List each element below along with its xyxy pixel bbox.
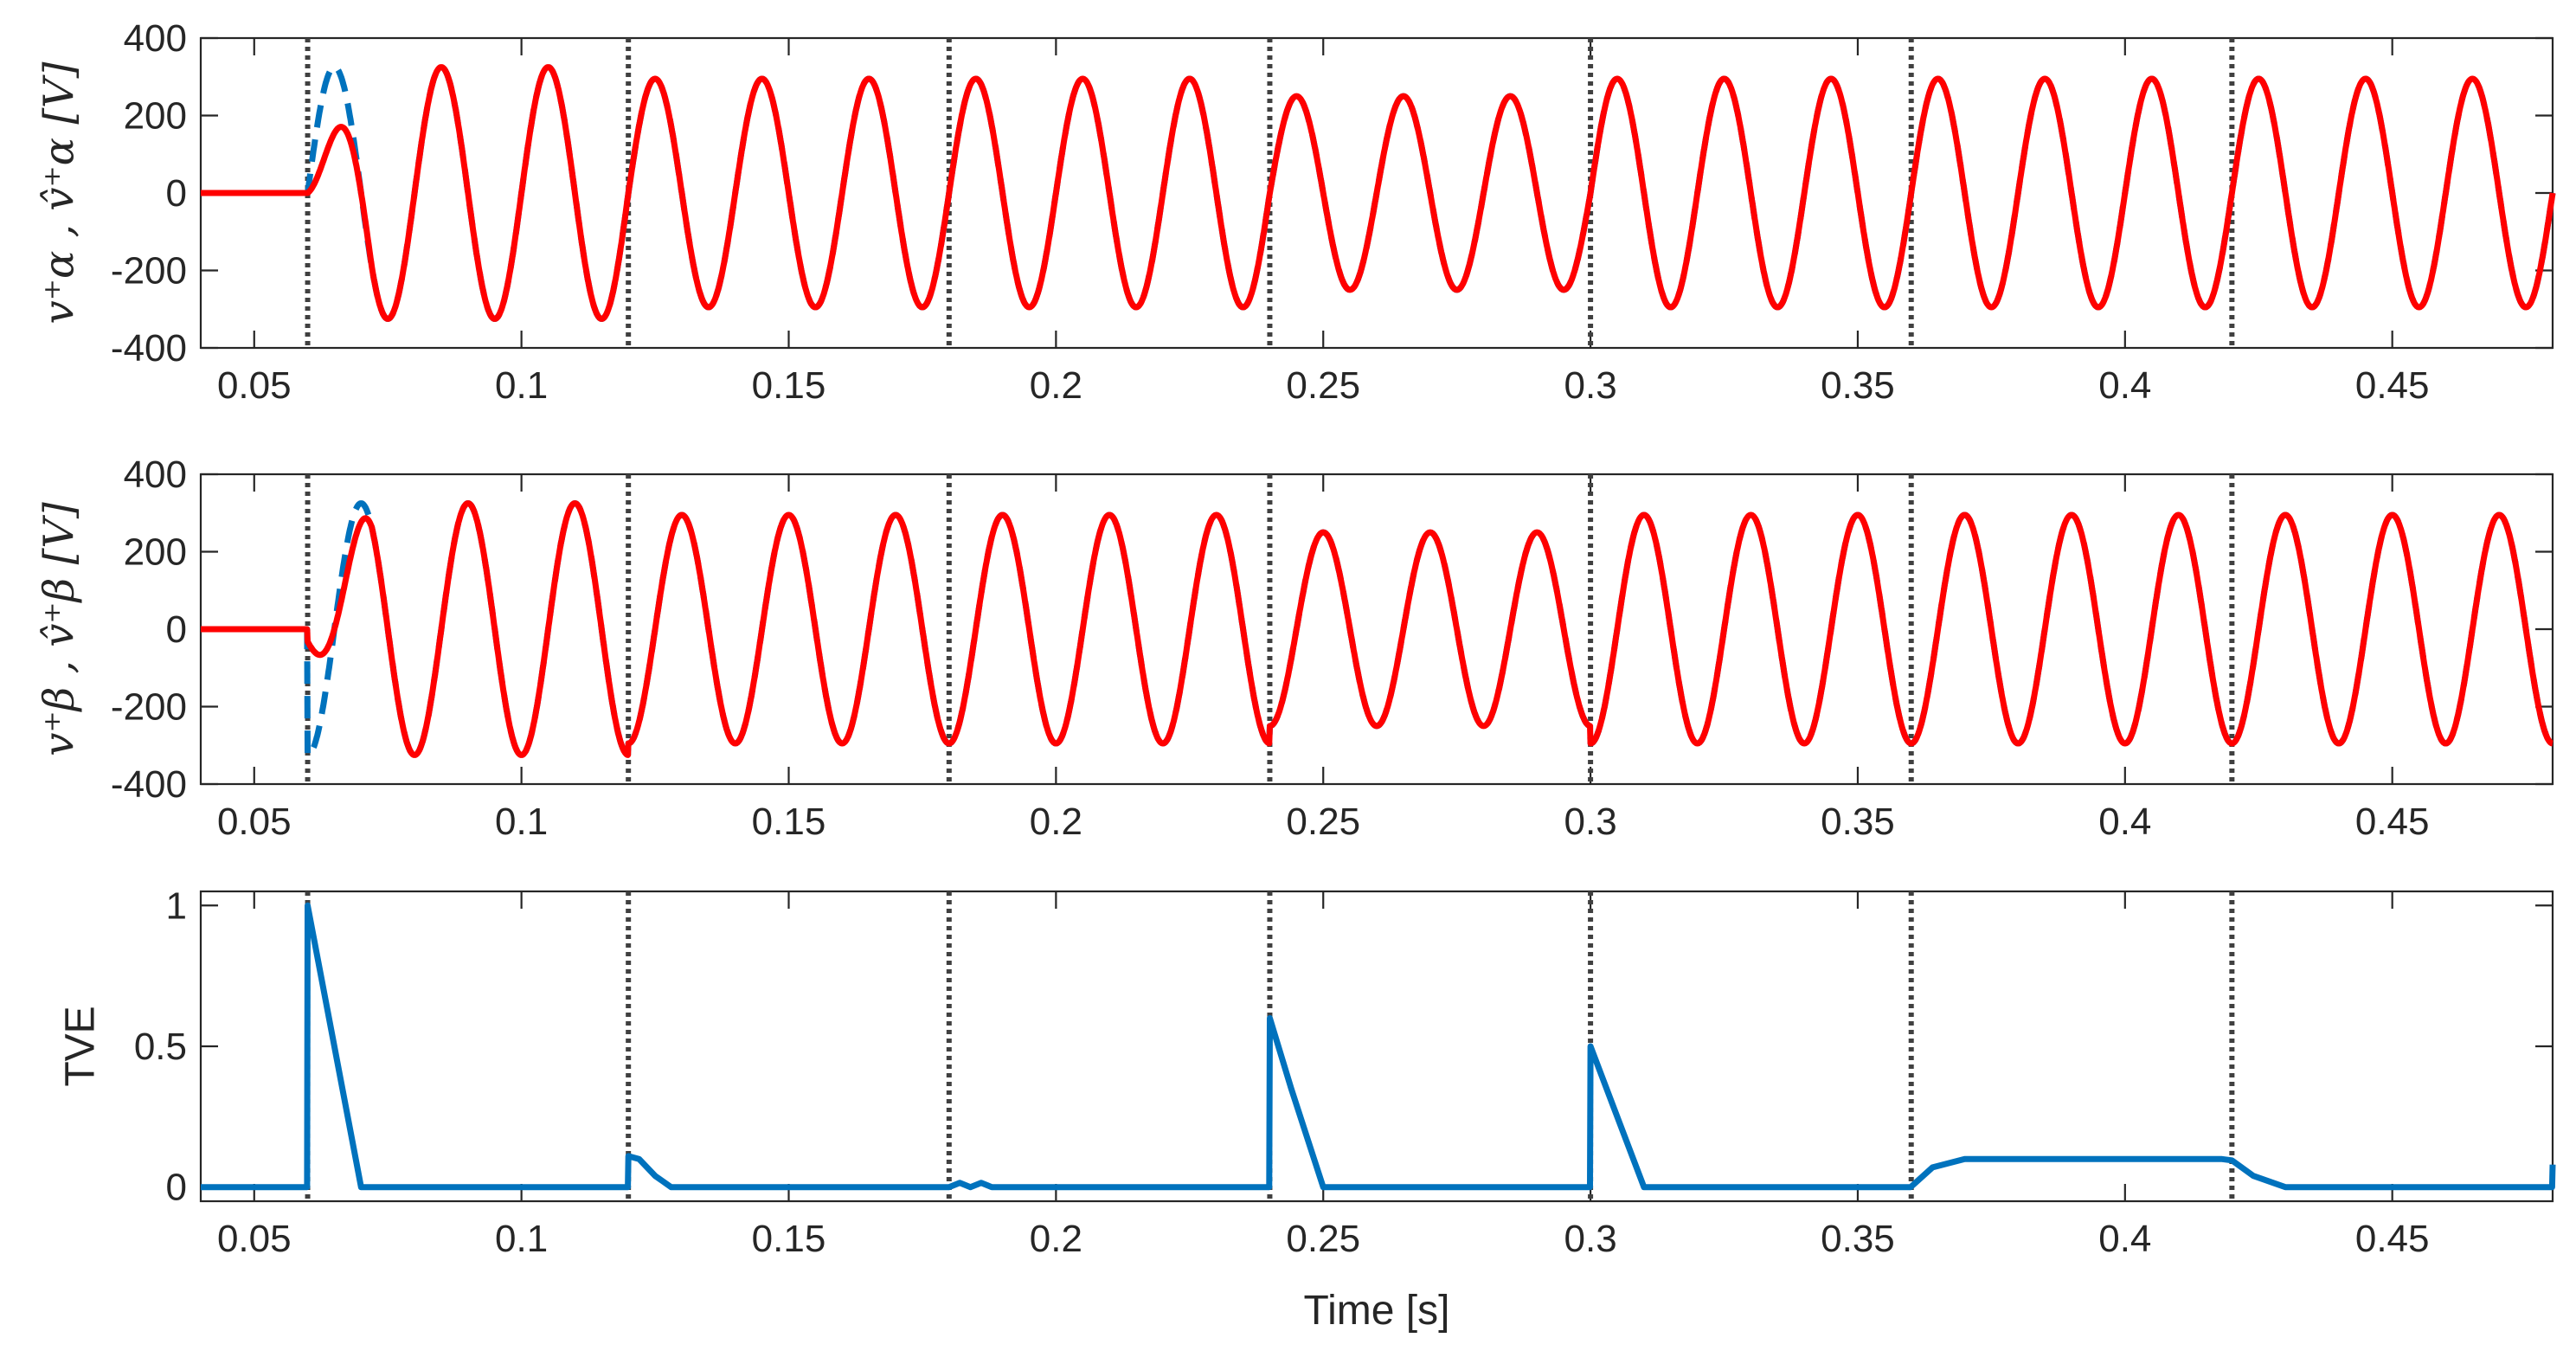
y-tick-label: -400 bbox=[111, 763, 187, 806]
x-tick-label: 0.15 bbox=[752, 801, 826, 843]
y-tick-label: -200 bbox=[111, 686, 187, 729]
estimated-series-line bbox=[201, 500, 2555, 758]
measured-series-line bbox=[201, 64, 2556, 322]
x-tick-label: 0.1 bbox=[495, 364, 548, 407]
x-tick-label: 0.3 bbox=[1564, 364, 1617, 407]
panel-beta: 0.05 0.1 0.15 0.2 0.25 0.3 0.35 0.4 0.45 400 200 0 -… bbox=[35, 453, 2555, 843]
panel-tve: 0.05 0.1 0.15 0.2 0.25 0.3 0.35 0.4 0.45 1 0.5 0 TV… bbox=[58, 884, 2556, 1260]
panel-alpha-series bbox=[201, 64, 2556, 322]
y-tick-label: 0 bbox=[166, 172, 187, 215]
x-tick-label: 0.1 bbox=[495, 1218, 548, 1260]
measured-series-line bbox=[201, 902, 2556, 1191]
x-tick-label: 0.3 bbox=[1564, 1218, 1617, 1260]
x-tick-label: 0.4 bbox=[2098, 364, 2151, 407]
y-tick-label: 400 bbox=[124, 453, 187, 496]
x-tick-label: 0.35 bbox=[1821, 364, 1895, 407]
x-tick-label: 0.2 bbox=[1030, 801, 1082, 843]
panel-tve-ylabel: TVE bbox=[58, 1006, 104, 1086]
y-tick-label: -200 bbox=[111, 250, 187, 293]
y-tick-label: 200 bbox=[124, 95, 187, 138]
y-tick-label: 400 bbox=[124, 17, 187, 60]
x-tick-label: 0.4 bbox=[2098, 801, 2151, 843]
x-tick-label: 0.15 bbox=[752, 364, 826, 407]
panel-tve-frame bbox=[199, 890, 2554, 1203]
y-tick-label: -400 bbox=[111, 327, 187, 370]
x-tick-label: 0.3 bbox=[1564, 801, 1617, 843]
x-tick-label: 0.45 bbox=[2355, 801, 2430, 843]
y-tick-label: 1 bbox=[166, 884, 187, 927]
x-tick-label: 0.25 bbox=[1286, 364, 1360, 407]
x-tick-label: 0.4 bbox=[2098, 1218, 2151, 1260]
x-tick-label: 0.45 bbox=[2355, 364, 2430, 407]
measured-series-line bbox=[201, 500, 2555, 758]
x-tick-label: 0.25 bbox=[1286, 801, 1360, 843]
x-tick-label: 0.05 bbox=[217, 364, 292, 407]
x-tick-label: 0.45 bbox=[2355, 1218, 2430, 1260]
x-tick-label: 0.05 bbox=[217, 1218, 292, 1260]
x-axis-title: Time [s] bbox=[1304, 1288, 1450, 1334]
x-tick-label: 0.25 bbox=[1286, 1218, 1360, 1260]
panel-alpha-ylabel: v⁺α , v̂⁺α [V] bbox=[35, 61, 84, 324]
panel-tve-series bbox=[201, 902, 2556, 1191]
x-tick-label: 0.2 bbox=[1030, 1218, 1082, 1260]
x-tick-label: 0.15 bbox=[752, 1218, 826, 1260]
panel-beta-series bbox=[201, 500, 2555, 758]
y-tick-label: 200 bbox=[124, 531, 187, 574]
x-tick-label: 0.05 bbox=[217, 801, 292, 843]
panel-alpha-ticks: 0.05 0.1 0.15 0.2 0.25 0.3 0.35 0.4 0.45 400 200 0 -… bbox=[111, 17, 2553, 407]
panel-alpha: 0.05 0.1 0.15 0.2 0.25 0.3 0.35 0.4 0.45 400 200 0 -… bbox=[35, 17, 2556, 407]
x-tick-label: 0.2 bbox=[1030, 364, 1082, 407]
x-tick-label: 0.35 bbox=[1821, 1218, 1895, 1260]
panel-tve-ticks: 0.05 0.1 0.15 0.2 0.25 0.3 0.35 0.4 0.45 1 0.5 0 bbox=[134, 884, 2553, 1260]
panel-beta-ticks: 0.05 0.1 0.15 0.2 0.25 0.3 0.35 0.4 0.45 400 200 0 -… bbox=[111, 453, 2553, 843]
y-tick-label: 0 bbox=[166, 608, 187, 651]
panel-beta-ylabel: v⁺β , v̂⁺β [V] bbox=[35, 502, 84, 756]
x-tick-label: 0.1 bbox=[495, 801, 548, 843]
panel-beta-frame bbox=[199, 473, 2554, 786]
y-tick-label: 0.5 bbox=[134, 1026, 187, 1068]
x-tick-label: 0.35 bbox=[1821, 801, 1895, 843]
y-tick-label: 0 bbox=[166, 1167, 187, 1209]
